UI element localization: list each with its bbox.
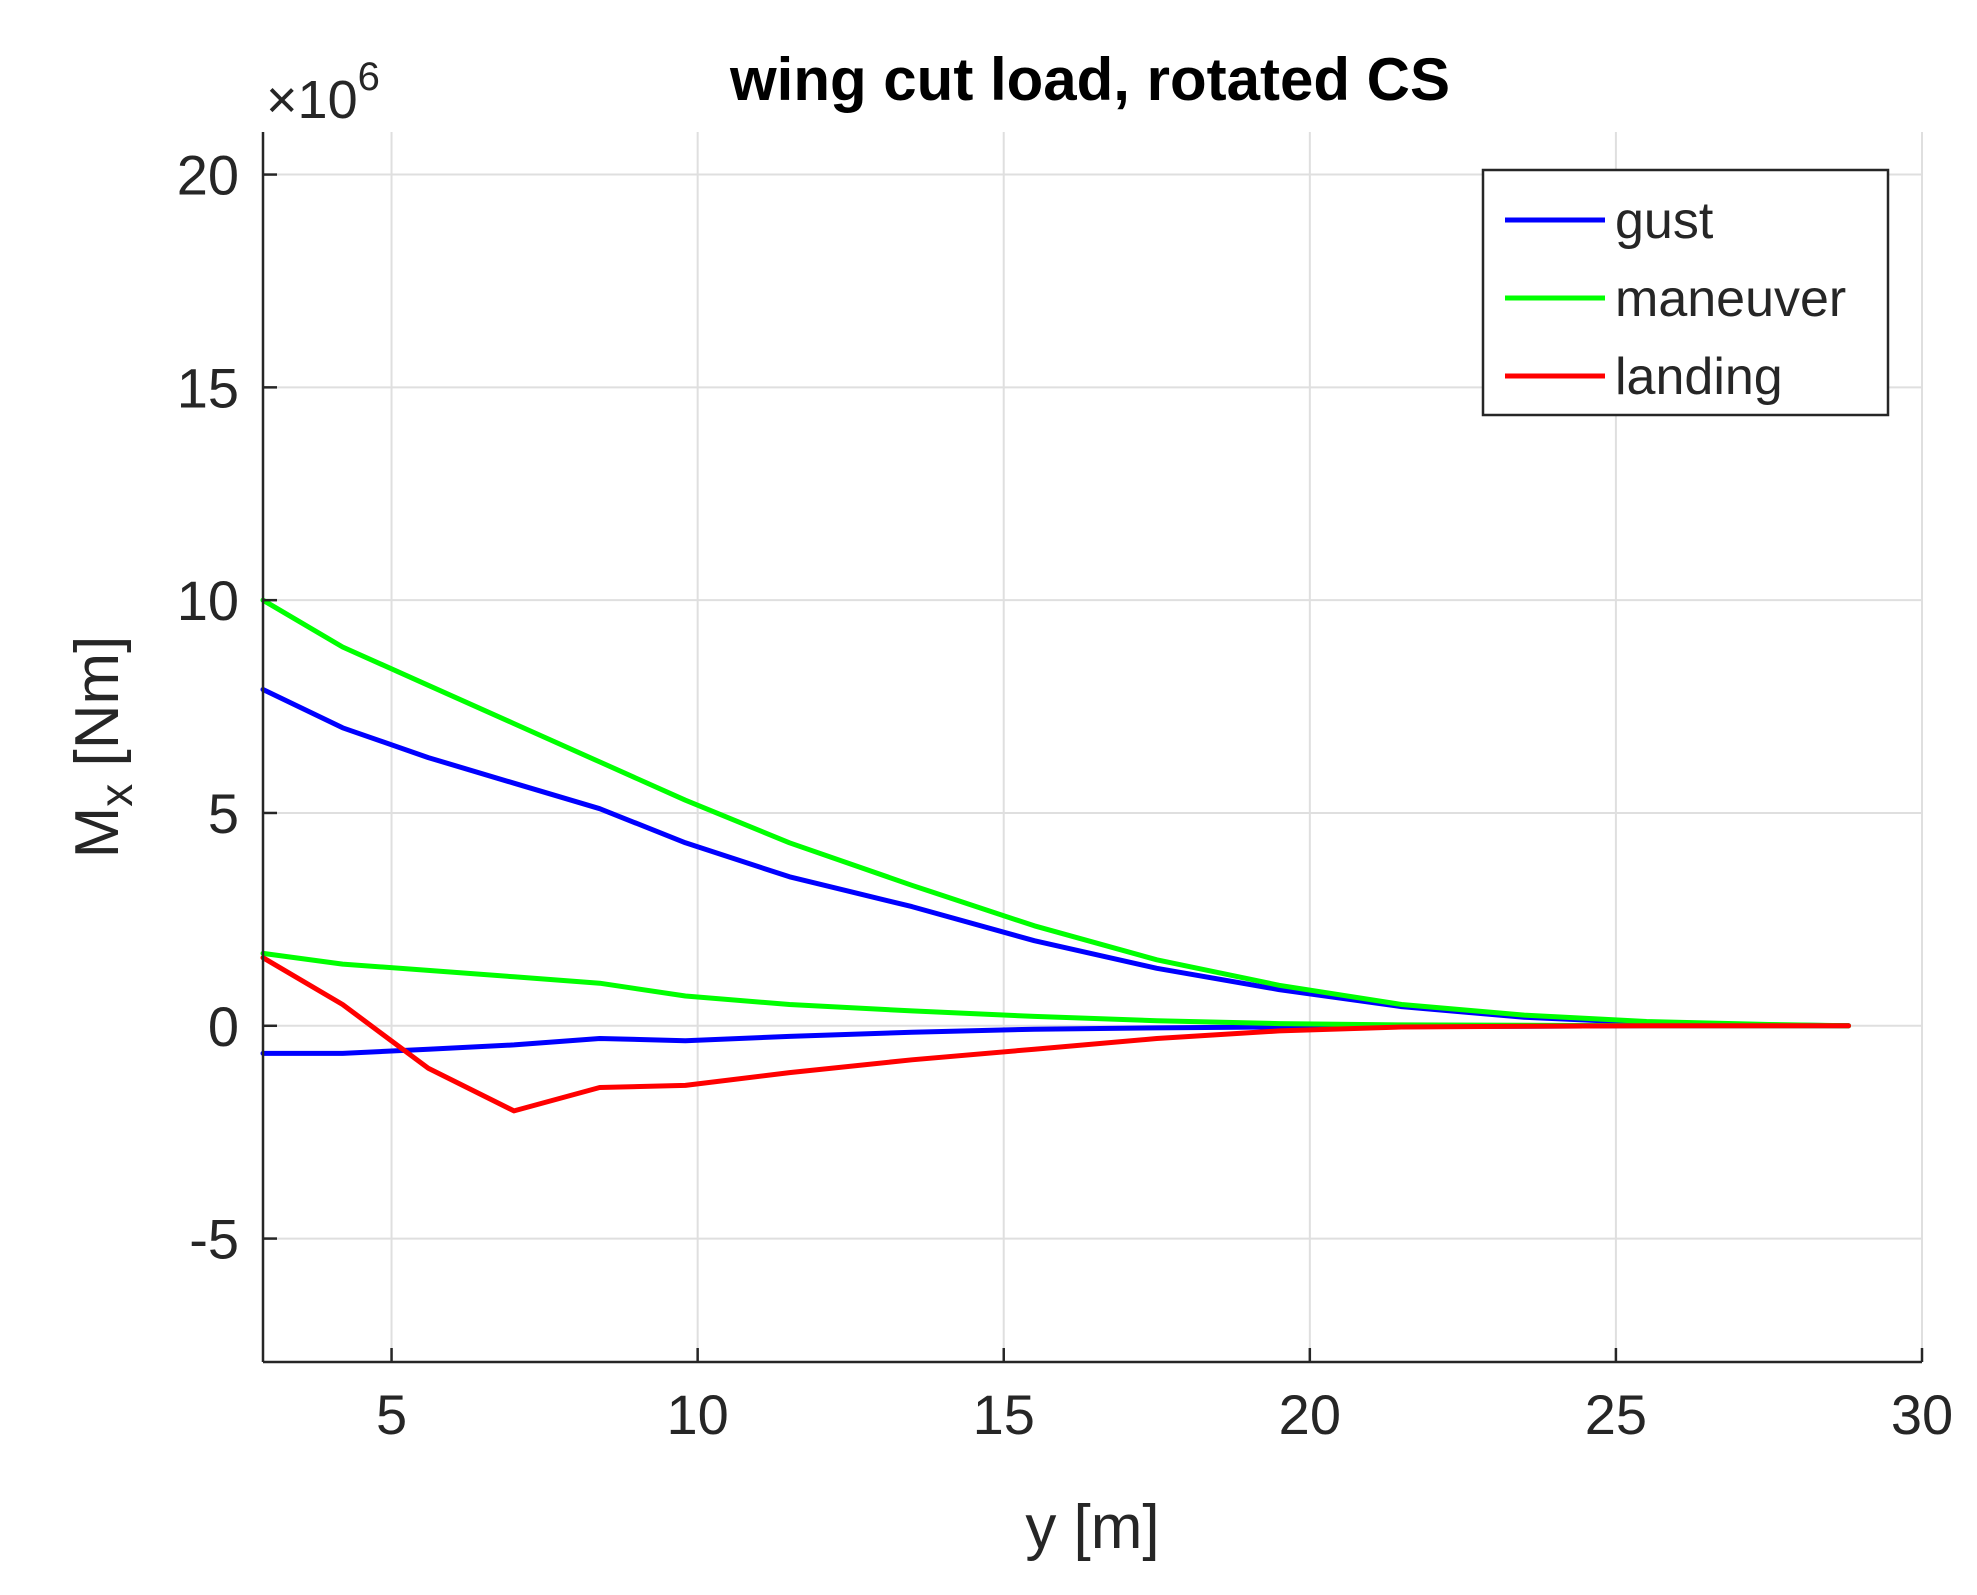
y-multiplier-base: ×10 (266, 70, 358, 130)
x-axis-title: y [m] (1025, 1493, 1159, 1562)
axes: 5 10 15 20 25 30 -5 0 5 10 15 20 y [m] Mx [Nm] ×106 (63, 55, 1953, 1562)
legend: gust maneuver landing (1481, 168, 1890, 417)
y-multiplier-exponent: 6 (358, 55, 380, 99)
y-axis-title-subscript: x (90, 784, 142, 807)
y-axis-title-main: M (63, 807, 132, 859)
x-tick-label: 25 (1585, 1383, 1647, 1446)
y-tick-label: 20 (177, 144, 239, 207)
y-tick-label: 15 (177, 356, 239, 419)
series-line-landing (260, 955, 1851, 1114)
y-axis-title-unit: [Nm] (63, 636, 132, 784)
x-tick-label: 30 (1891, 1383, 1953, 1446)
x-tick-label: 20 (1279, 1383, 1341, 1446)
legend-label-maneuver: maneuver (1615, 270, 1846, 328)
x-tick-label: 15 (973, 1383, 1035, 1446)
x-tick-label: 5 (376, 1383, 407, 1446)
y-tick-label: -5 (189, 1208, 239, 1271)
y-tick-label: 5 (208, 782, 239, 845)
legend-label-gust: gust (1615, 192, 1714, 250)
y-multiplier: ×106 (266, 55, 380, 130)
legend-label-landing: landing (1615, 348, 1783, 406)
series-line-maneuver (260, 597, 1851, 1029)
chart-title: wing cut load, rotated CS (729, 46, 1450, 113)
y-tick-label: 0 (208, 995, 239, 1058)
plot-lines (260, 597, 1851, 1114)
y-axis-title: Mx [Nm] (63, 636, 142, 859)
y-tick-label: 10 (177, 569, 239, 632)
x-tick-label: 10 (666, 1383, 728, 1446)
